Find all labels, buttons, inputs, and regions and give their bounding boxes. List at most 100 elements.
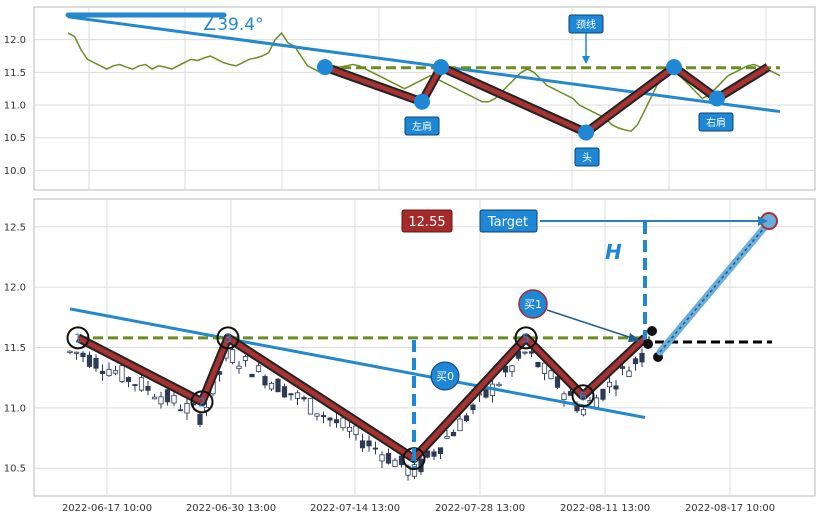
pivot-label-1: 1 [74, 331, 82, 345]
top-panel: 12.0 11.5 11.0 10.5 10.0 ∠39.4° 颈线 左肩 头 右肩 [4, 6, 816, 191]
top-gridlines [34, 7, 815, 190]
bottom-x-tick-label: 2022-08-17 10:00 [685, 503, 775, 514]
right-shoulder-box [698, 112, 734, 132]
candle-body [580, 408, 587, 416]
candle-body [366, 440, 372, 447]
head-callout: 头 [574, 147, 600, 167]
bottom-y-ticks: 12.5 12.0 11.5 11.0 10.5 [4, 222, 26, 474]
target-arrow-head [758, 216, 768, 226]
candle-body [340, 417, 346, 429]
candle-body [294, 392, 301, 399]
candle-body [119, 365, 125, 382]
pivot-label-2: 2 [198, 395, 206, 409]
candle-body [457, 418, 463, 432]
candle-body [470, 404, 476, 411]
top-y-tick-label: 12.0 [4, 35, 26, 46]
candle-body [437, 447, 444, 455]
bottom-panel: 12.512.011.511.010.5 2022-06-17 10:00 202… [4, 198, 816, 514]
candle-body [593, 397, 600, 408]
buy0-label: 买0 [436, 370, 454, 383]
candle-body [554, 376, 561, 388]
candle-body [236, 365, 242, 370]
candle-body [249, 373, 255, 378]
candle-body [606, 381, 613, 388]
pivot-circle-6 [571, 384, 595, 408]
buy1-arrow-head [628, 333, 641, 342]
candle-body [509, 365, 515, 373]
candle-body [164, 389, 171, 403]
top-pivot-point [317, 59, 333, 76]
candle-body [268, 382, 275, 390]
candle-body [86, 354, 93, 367]
right-shoulder-label: 右肩 [706, 116, 726, 129]
candle-body [314, 413, 320, 417]
neckline-arrow-head [582, 56, 590, 64]
bottom-y-tick-label: 12.5 [4, 222, 26, 233]
candle-body [496, 383, 502, 387]
candle-body [463, 415, 470, 422]
candle-body [548, 370, 554, 380]
candle-body [483, 389, 489, 398]
breakout-dot-2 [643, 339, 653, 349]
head-label: 头 [582, 152, 592, 164]
top-pivot-point [666, 59, 682, 76]
candle-body [99, 370, 106, 375]
candle-body [229, 349, 236, 363]
candle-body [93, 357, 99, 369]
candle-body [132, 384, 138, 387]
candle-body [106, 369, 112, 377]
candle-body [73, 351, 80, 354]
height-label: H [605, 240, 622, 264]
candle-body [392, 459, 398, 467]
buy1-arrow-line [546, 309, 633, 339]
candle-body [619, 366, 626, 369]
candle-body [288, 393, 294, 396]
candle-body [639, 352, 645, 363]
candle-body [197, 413, 203, 425]
head-box [574, 147, 600, 167]
bottom-y-tick-label: 12.0 [4, 283, 26, 294]
pivot-circle-3 [216, 326, 240, 350]
candle-body [145, 386, 151, 391]
bottom-x-tick-label: 2022-07-28 13:00 [435, 503, 525, 514]
candle-body [255, 365, 262, 372]
left-shoulder-box [404, 116, 440, 136]
bottom-y-tick-label: 10.5 [4, 464, 26, 475]
candle-body [151, 396, 158, 400]
candle-body [346, 426, 353, 432]
pivot-label-5: 5 [522, 331, 530, 345]
breakout-dot-1 [647, 326, 657, 336]
candle-body [411, 464, 418, 477]
top-y-tick-label: 10.0 [4, 166, 26, 177]
candle-body [385, 453, 392, 464]
candle-body [138, 377, 145, 391]
candle-body [431, 451, 437, 457]
target-box [479, 209, 538, 233]
candle-body [158, 396, 164, 405]
bottom-x-tick-label: 2022-06-30 13:00 [186, 503, 276, 514]
price-box [401, 209, 453, 233]
candle-body [307, 398, 314, 415]
neckline-label: 颈线 [576, 18, 596, 31]
target-projection-line [659, 221, 770, 353]
candle-body [424, 450, 431, 458]
candle-body [379, 454, 385, 462]
bottom-x-ticks: 2022-06-17 10:00 2022-06-30 13:00 2022-07-… [62, 503, 775, 514]
candle-body [333, 419, 340, 424]
pivot-circle-1 [66, 326, 90, 350]
top-pivot-point [709, 90, 725, 107]
neckline-callout: 颈线 [568, 14, 604, 64]
candle-body [184, 403, 190, 414]
top-pivot-point [433, 59, 449, 76]
candle-body [67, 350, 73, 353]
candle-body [125, 377, 132, 383]
buy0-marker [430, 361, 460, 391]
top-y-tick-label: 10.5 [4, 133, 26, 144]
top-y-tick-label: 11.0 [4, 101, 26, 112]
top-y-tick-label: 11.5 [4, 68, 26, 79]
top-pivot-points [317, 59, 725, 141]
candle-body [444, 436, 450, 439]
top-pivot-point [578, 124, 594, 141]
pivot-circle-5 [514, 326, 538, 350]
